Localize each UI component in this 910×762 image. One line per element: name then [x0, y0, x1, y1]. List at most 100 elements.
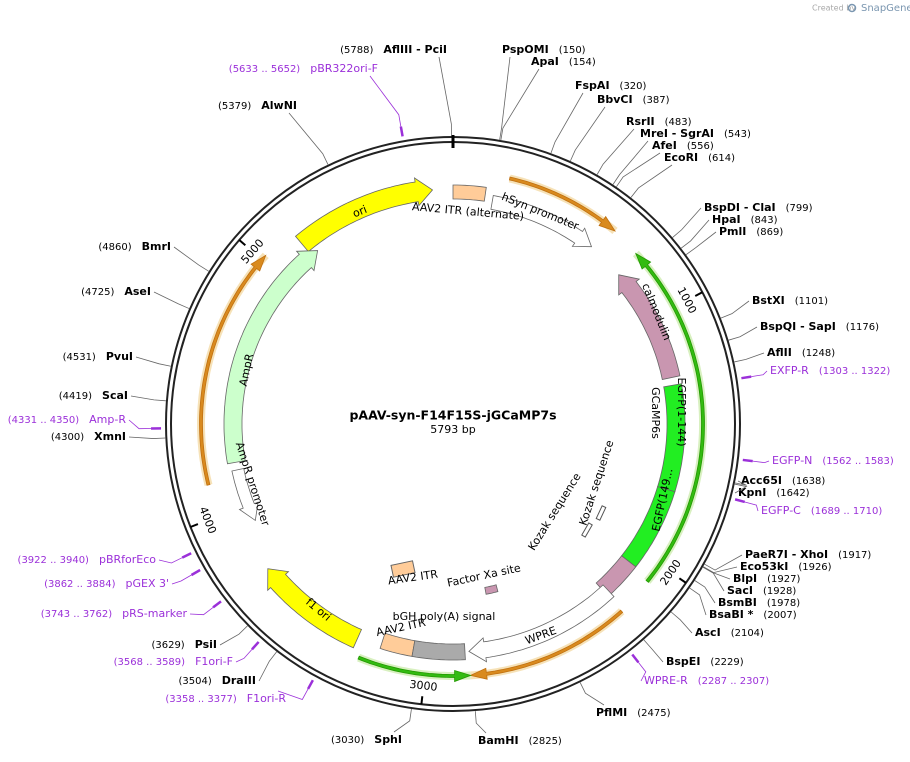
feature: [453, 185, 486, 201]
site-position: (1928): [763, 586, 796, 597]
site-leader: [597, 129, 634, 175]
site-leader: [729, 327, 757, 340]
primer-name: EGFP-C: [761, 504, 801, 517]
tick-mark: [421, 696, 422, 704]
primer-leader: [159, 558, 182, 563]
primer-position: (4331 .. 4350): [8, 415, 80, 426]
site-position: (3504): [178, 676, 211, 687]
site-leader: [631, 165, 672, 198]
site-name: AseI: [124, 285, 151, 298]
site-position: (1176): [846, 322, 879, 333]
site-leader: [154, 292, 189, 309]
site-position: (150): [559, 45, 586, 56]
site-leader: [616, 153, 660, 187]
primer-name: EXFP-R: [770, 364, 809, 377]
site-name: PvuI: [106, 350, 133, 363]
tick-mark: [679, 578, 686, 583]
primer-leader: [370, 76, 401, 127]
primer-leader: [236, 649, 252, 662]
site-position: (2825): [529, 736, 562, 747]
site-position: (2229): [710, 657, 743, 668]
site-leader: [672, 208, 701, 238]
tick-mark: [695, 292, 702, 296]
site-leader: [500, 57, 510, 140]
site-position: (1101): [795, 296, 828, 307]
site-name: BspQI - SapI: [760, 320, 836, 333]
site-position: (4531): [63, 352, 96, 363]
site-name: BamHI: [478, 734, 519, 747]
primer-leader: [129, 420, 151, 429]
site-leader: [570, 107, 605, 161]
site-leader: [289, 113, 328, 165]
primer-mark: [741, 377, 751, 379]
site-name: XmnI: [94, 430, 126, 443]
primer-mark: [252, 642, 259, 649]
site-position: (1642): [776, 488, 809, 499]
primer-name: EGFP-N: [772, 454, 812, 467]
credit-brand: SnapGene: [861, 3, 910, 14]
site-name: ApaI: [531, 55, 559, 68]
site-position: (543): [724, 129, 751, 140]
site-position: (4725): [81, 287, 114, 298]
site-position: (154): [569, 57, 596, 68]
site-name: BstXI: [752, 294, 785, 307]
site-position: (614): [708, 153, 735, 164]
tick-mark: [239, 240, 245, 245]
site-leader: [671, 612, 692, 633]
primer-mark: [191, 570, 200, 575]
site-leader: [131, 396, 166, 401]
site-leader: [690, 588, 706, 615]
site-name: EcoRI: [664, 151, 698, 164]
primer-name: F1ori-R: [247, 692, 287, 705]
primer-mark: [735, 499, 745, 502]
site-leader: [475, 711, 486, 733]
site-leader: [721, 301, 749, 318]
site-leader: [580, 682, 604, 705]
site-leader: [129, 437, 165, 439]
site-position: (2475): [637, 708, 670, 719]
site-leader: [681, 220, 709, 248]
site-position: (1248): [802, 348, 835, 359]
tick-label: 3000: [409, 678, 438, 694]
primer-name: F1ori-F: [195, 655, 233, 668]
site-position: (1917): [838, 550, 871, 561]
site-position: (869): [756, 227, 783, 238]
tick-mark: [190, 524, 197, 527]
primer-position: (1562 .. 1583): [822, 456, 894, 467]
site-position: (1978): [767, 598, 800, 609]
primer-mark: [632, 654, 638, 662]
primer-leader: [172, 575, 191, 584]
site-leader: [394, 709, 411, 732]
primer-mark: [401, 127, 403, 137]
plasmid-title: pAAV-syn-F14F15S-jGCaMP7s: [349, 408, 556, 423]
site-position: (799): [786, 203, 813, 214]
site-name: DraIII: [222, 674, 256, 687]
site-leader: [734, 353, 764, 362]
site-name: AflII: [767, 346, 792, 359]
site-name: AscI: [695, 626, 721, 639]
primer-leader: [753, 461, 769, 463]
site-position: (320): [620, 81, 647, 92]
site-position: (3030): [331, 735, 364, 746]
primer-position: (3922 .. 3940): [18, 555, 90, 566]
feature: [224, 251, 318, 464]
site-leader: [686, 232, 716, 255]
site-leader: [501, 69, 539, 140]
site-position: (1926): [798, 562, 831, 573]
site-position: (1638): [792, 476, 825, 487]
primer-name: Amp-R: [89, 413, 126, 426]
site-position: (4419): [59, 391, 92, 402]
site-name: AlwNI: [261, 99, 297, 112]
site-name: PsiI: [195, 638, 217, 651]
site-position: (5379): [218, 101, 251, 112]
site-position: (2104): [731, 628, 764, 639]
site-leader: [439, 57, 451, 136]
site-name: ScaI: [102, 389, 128, 402]
site-leader: [174, 247, 209, 271]
site-position: (4860): [98, 242, 131, 253]
primer-mark: [308, 680, 313, 689]
site-position: (1927): [767, 574, 800, 585]
site-name: KpnI: [738, 486, 766, 499]
